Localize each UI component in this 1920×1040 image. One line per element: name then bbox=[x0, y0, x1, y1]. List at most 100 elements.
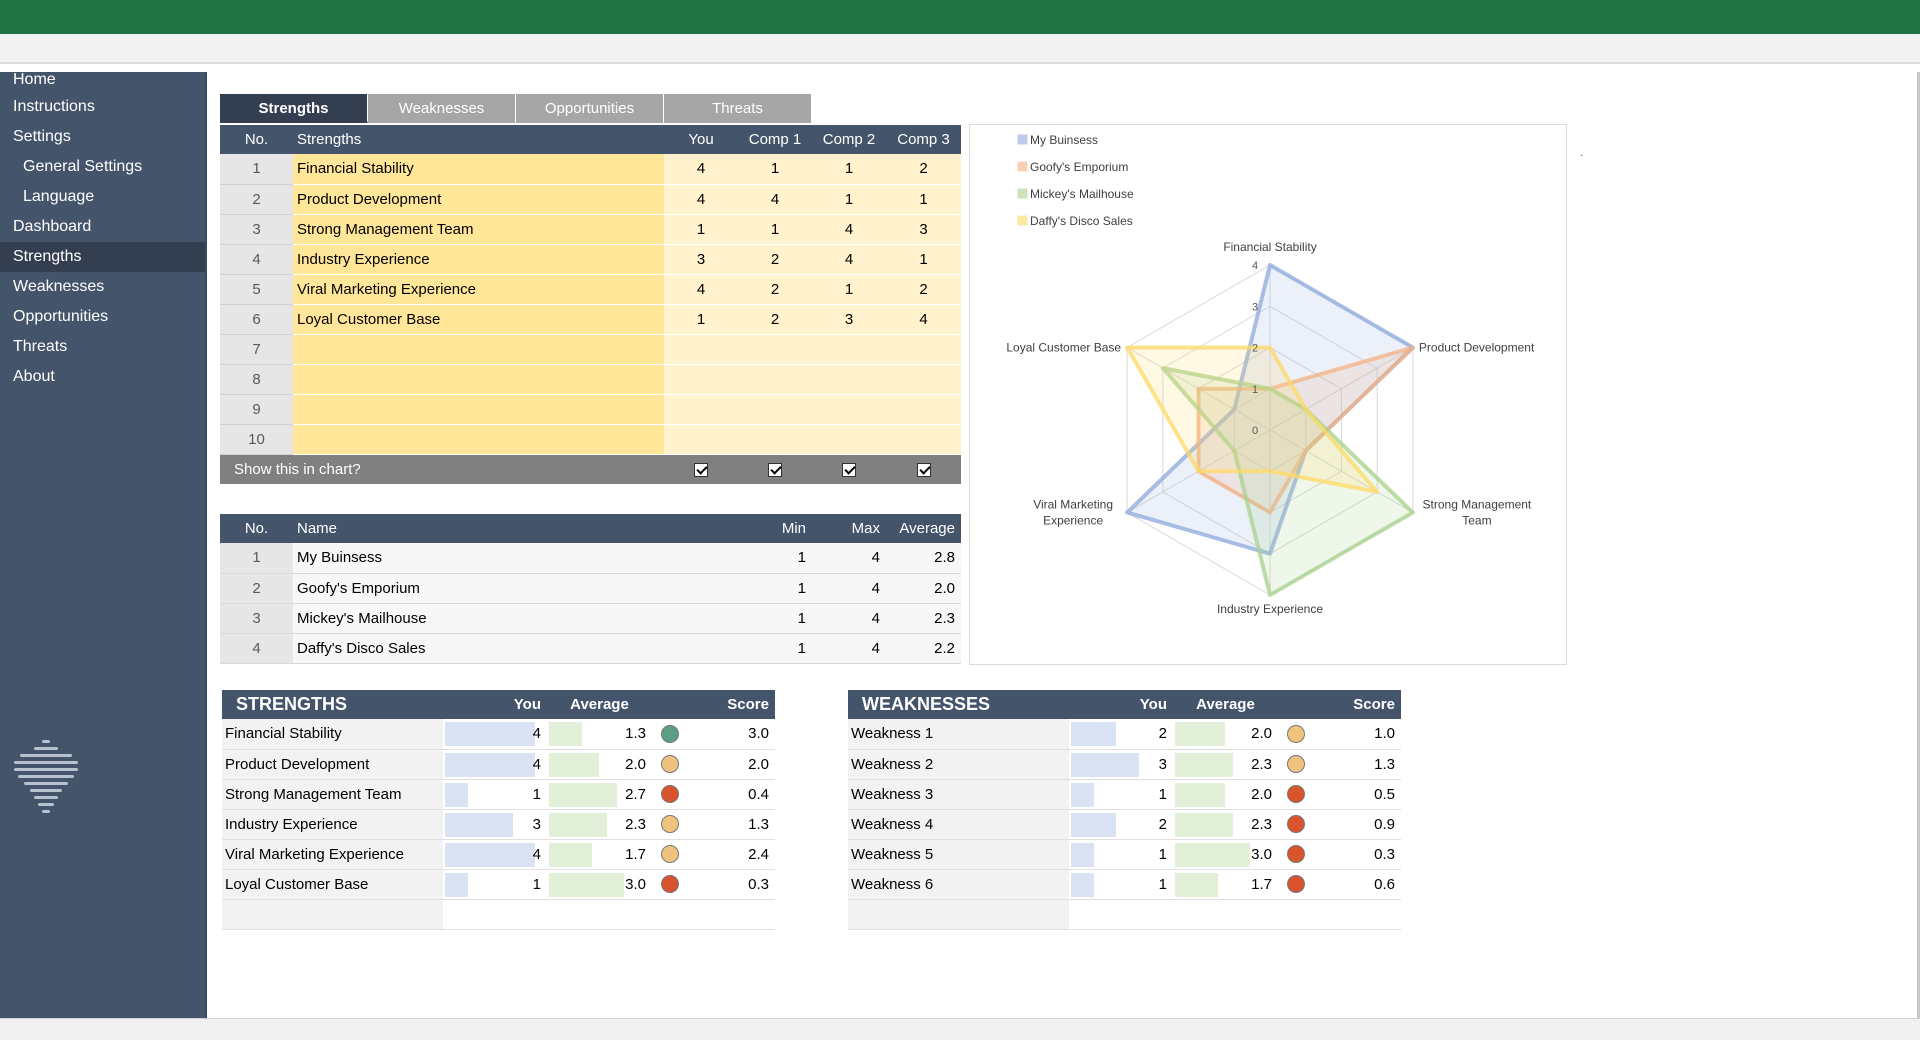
you-rating-cell[interactable]: 1 bbox=[664, 304, 738, 335]
strength-name-cell[interactable]: Product Development bbox=[293, 184, 664, 215]
sidebar-item-strengths[interactable]: Strengths bbox=[0, 242, 205, 272]
strengths-entry-table: No. Strengths You Comp 1 Comp 2 Comp 3 1… bbox=[220, 125, 961, 484]
sidebar-item-language[interactable]: Language bbox=[23, 188, 95, 205]
strength-name-cell[interactable]: Financial Stability bbox=[293, 154, 664, 185]
comp1-rating-cell[interactable]: 2 bbox=[738, 274, 812, 305]
you-rating-cell[interactable] bbox=[664, 424, 738, 455]
empty-row bbox=[222, 899, 775, 930]
competitor-name: Mickey's Mailhouse bbox=[293, 603, 738, 634]
sidebar-item-opportunities[interactable]: Opportunities bbox=[13, 308, 109, 325]
average-cell: 2.0 bbox=[1173, 719, 1278, 750]
comp2-rating-cell[interactable]: 3 bbox=[812, 304, 886, 335]
you-rating-cell[interactable]: 1 bbox=[664, 214, 738, 245]
sidebar-item-instructions[interactable]: Instructions bbox=[13, 98, 95, 115]
comp1-rating-cell[interactable] bbox=[738, 334, 812, 365]
table-row: Industry Experience 3 2.3 1.3 bbox=[222, 809, 775, 840]
score-value: 2.4 bbox=[687, 839, 775, 870]
you-rating-cell[interactable] bbox=[664, 364, 738, 395]
comp1-rating-cell[interactable]: 4 bbox=[738, 184, 812, 215]
you-rating-cell[interactable]: 4 bbox=[664, 274, 738, 305]
average-data-bar bbox=[1175, 872, 1218, 897]
show-in-chart-row: Show this in chart? bbox=[220, 454, 961, 484]
radar-tick-label: 1 bbox=[1252, 384, 1258, 396]
average-cell: 2.0 bbox=[1173, 779, 1278, 810]
comp2-rating-cell[interactable]: 1 bbox=[812, 184, 886, 215]
comp3-rating-cell[interactable]: 1 bbox=[886, 244, 961, 275]
strength-name-cell[interactable] bbox=[293, 334, 664, 365]
comp2-rating-cell[interactable]: 1 bbox=[812, 274, 886, 305]
table-row: Financial Stability 4 1.3 3.0 bbox=[222, 719, 775, 750]
comp3-rating-cell[interactable]: 1 bbox=[886, 184, 961, 215]
table-row: Weakness 1 2 2.0 1.0 bbox=[848, 719, 1401, 750]
sidebar-item-settings[interactable]: Settings bbox=[13, 128, 71, 145]
tab-weaknesses[interactable]: Weaknesses bbox=[368, 94, 516, 123]
strength-name-cell[interactable]: Industry Experience bbox=[293, 244, 664, 275]
show-you-checkbox[interactable] bbox=[694, 462, 708, 477]
comp1-rating-cell[interactable] bbox=[738, 394, 812, 425]
strength-name-cell[interactable]: Viral Marketing Experience bbox=[293, 274, 664, 305]
comp3-rating-cell[interactable]: 4 bbox=[886, 304, 961, 335]
you-rating-cell[interactable] bbox=[664, 334, 738, 365]
col-header-average: Average bbox=[1173, 690, 1278, 719]
comp1-rating-cell[interactable] bbox=[738, 364, 812, 395]
tab-threats[interactable]: Threats bbox=[664, 94, 812, 123]
strength-name-cell[interactable]: Loyal Customer Base bbox=[293, 304, 664, 335]
comp2-rating-cell[interactable]: 1 bbox=[812, 154, 886, 185]
status-cell bbox=[652, 809, 687, 840]
you-cell: 2 bbox=[1069, 719, 1173, 750]
tab-opportunities[interactable]: Opportunities bbox=[516, 94, 664, 123]
comp3-rating-cell[interactable]: 2 bbox=[886, 154, 961, 185]
you-cell: 4 bbox=[443, 749, 547, 780]
row-number: 4 bbox=[220, 633, 293, 664]
comp1-rating-cell[interactable]: 1 bbox=[738, 154, 812, 185]
sidebar-nav-list: Home Instructions Settings General Settings… bbox=[0, 72, 205, 392]
show-comp3-checkbox[interactable] bbox=[916, 462, 931, 477]
comp2-rating-cell[interactable] bbox=[812, 334, 886, 365]
comp2-rating-cell[interactable] bbox=[812, 424, 886, 455]
sidebar-item-dashboard[interactable]: Dashboard bbox=[13, 218, 92, 235]
strength-name-cell[interactable] bbox=[293, 364, 664, 395]
show-comp1-checkbox[interactable] bbox=[768, 462, 782, 477]
comp1-rating-cell[interactable]: 1 bbox=[738, 214, 812, 245]
item-name: Weakness 6 bbox=[848, 869, 1069, 900]
strength-name-cell[interactable] bbox=[293, 424, 664, 455]
you-rating-cell[interactable]: 3 bbox=[664, 244, 738, 275]
you-rating-cell[interactable]: 4 bbox=[664, 184, 738, 215]
comp3-rating-cell[interactable] bbox=[886, 394, 961, 425]
vertical-scrollbar[interactable] bbox=[1917, 72, 1920, 1018]
average-value: 2.0 bbox=[886, 573, 961, 604]
comp1-rating-cell[interactable]: 2 bbox=[738, 304, 812, 335]
sidebar-item-general-settings[interactable]: General Settings bbox=[23, 158, 143, 175]
comp3-rating-cell[interactable]: 2 bbox=[886, 274, 961, 305]
row-number: 4 bbox=[220, 244, 293, 275]
comp2-rating-cell[interactable] bbox=[812, 394, 886, 425]
average-value: 1.7 bbox=[1251, 875, 1272, 893]
strength-name-cell[interactable] bbox=[293, 394, 664, 425]
comp1-rating-cell[interactable] bbox=[738, 424, 812, 455]
comp2-rating-cell[interactable] bbox=[812, 364, 886, 395]
row-number: 1 bbox=[220, 543, 293, 574]
sidebar-item-weaknesses[interactable]: Weaknesses bbox=[13, 278, 105, 295]
tab-strengths[interactable]: Strengths bbox=[220, 94, 368, 123]
item-name: Weakness 5 bbox=[848, 839, 1069, 870]
radar-chart[interactable]: 0 1 2 3 4 Financial Stability Product Developm… bbox=[969, 124, 1567, 665]
average-cell: 1.7 bbox=[547, 839, 652, 870]
average-value: 2.2 bbox=[886, 633, 961, 664]
comp3-rating-cell[interactable] bbox=[886, 364, 961, 395]
comp3-rating-cell[interactable]: 3 bbox=[886, 214, 961, 245]
strength-name-cell[interactable]: Strong Management Team bbox=[293, 214, 664, 245]
sidebar-item-threats[interactable]: Threats bbox=[13, 338, 68, 355]
you-rating-cell[interactable] bbox=[664, 394, 738, 425]
sidebar-item-home[interactable]: Home bbox=[13, 71, 56, 88]
comp3-rating-cell[interactable] bbox=[886, 334, 961, 365]
comp3-rating-cell[interactable] bbox=[886, 424, 961, 455]
show-comp2-checkbox[interactable] bbox=[842, 462, 856, 477]
radar-tick-label: 4 bbox=[1252, 260, 1258, 272]
you-rating-cell[interactable]: 4 bbox=[664, 154, 738, 185]
comp2-rating-cell[interactable]: 4 bbox=[812, 214, 886, 245]
comp1-rating-cell[interactable]: 2 bbox=[738, 244, 812, 275]
table-row: 1 My Buinsess 1 4 2.8 bbox=[220, 543, 961, 574]
item-name: Financial Stability bbox=[222, 719, 443, 750]
sidebar-item-about[interactable]: About bbox=[13, 368, 55, 385]
comp2-rating-cell[interactable]: 4 bbox=[812, 244, 886, 275]
